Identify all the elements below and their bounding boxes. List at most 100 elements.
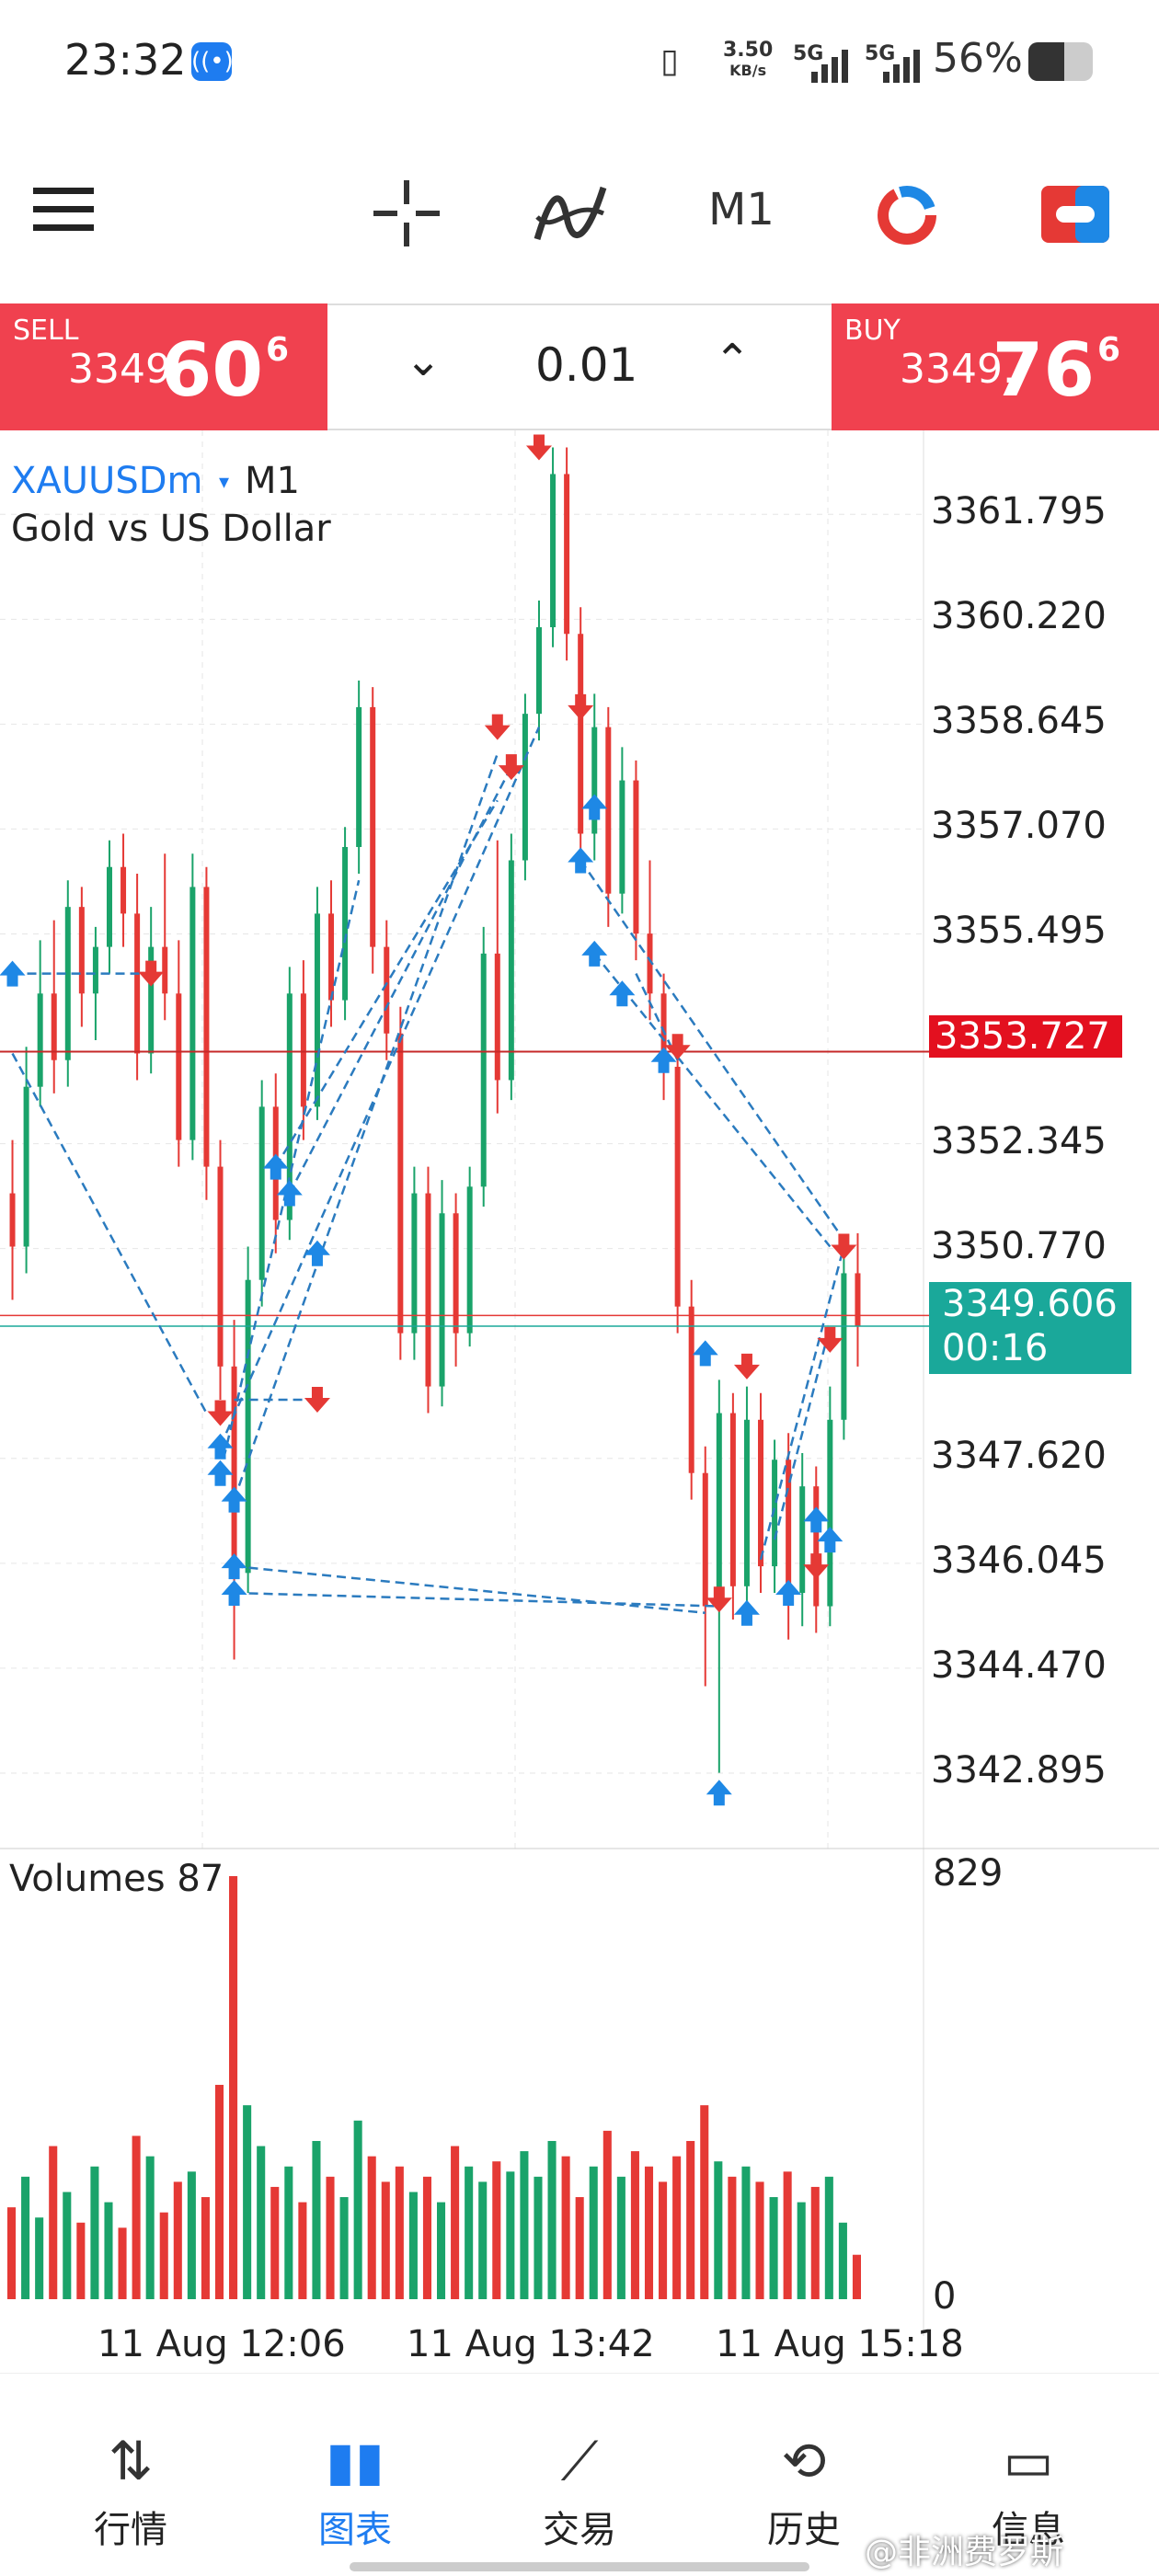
timeframe-button[interactable]: M1: [708, 184, 775, 235]
candle-body: [356, 706, 362, 847]
net-speed-unit: KB/s: [729, 62, 767, 79]
volume-bar: [589, 2166, 598, 2299]
volumes-label: Volumes 87: [9, 1858, 224, 1900]
candle-body: [245, 1279, 251, 1574]
trade-connection-line: [219, 727, 541, 1448]
net-speed-value: 3.50: [723, 39, 774, 62]
volume-bar: [506, 2171, 515, 2299]
status-time: 23:32: [64, 35, 187, 85]
lot-value[interactable]: 0.01: [535, 338, 638, 392]
buy-button[interactable]: BUY 3349. 76 6: [832, 303, 1159, 430]
candle-body: [729, 1413, 736, 1586]
candle-body: [189, 887, 196, 1140]
candle-body: [397, 1033, 404, 1334]
nav-messages[interactable]: ▭ 信息: [955, 2428, 1102, 2553]
volume-bar: [852, 2254, 861, 2299]
buy-arrow-icon: [692, 1340, 718, 1367]
price-tick-label: 3355.495: [931, 910, 1107, 953]
price-tick-label: 3342.895: [931, 1748, 1107, 1792]
candle-body: [647, 933, 653, 994]
trade-connection-line: [773, 1326, 832, 1540]
volume-bar: [686, 2140, 695, 2299]
candle-body: [453, 1213, 459, 1334]
volume-bar: [810, 2186, 820, 2299]
lot-decrease-button[interactable]: ⌄: [405, 335, 442, 386]
nav-quotes[interactable]: ⇅ 行情: [57, 2428, 204, 2553]
price-tick-label: 3347.620: [931, 1434, 1107, 1477]
nav-chart[interactable]: ▮▮ 图表: [281, 2428, 429, 2553]
trade-connection-line: [288, 766, 512, 1195]
chart-icon: ▮▮: [326, 2430, 384, 2492]
sell-arrow-icon: [803, 1553, 830, 1580]
bid-price-label: 3349.606 00:16: [929, 1282, 1131, 1374]
candle-body: [827, 1419, 833, 1607]
candle-body: [384, 946, 390, 1034]
sell-arrow-icon: [831, 1233, 857, 1260]
sell-arrow-icon: [138, 960, 165, 987]
volume-bar: [104, 2202, 113, 2299]
buy-arrow-icon: [304, 1240, 330, 1266]
sell-arrow-icon: [498, 754, 524, 781]
volume-bar: [575, 2197, 584, 2299]
sell-button[interactable]: SELL 3349. 60 6: [0, 303, 327, 430]
candle-body: [342, 846, 349, 1001]
candle-body: [314, 913, 320, 1107]
price-tick-label: 3346.045: [931, 1539, 1107, 1582]
volume-bar: [451, 2146, 460, 2299]
candle-body: [217, 1166, 224, 1367]
status-bar: 23:32 ((•)) ▯ 3.50 KB/s 5G 5G 56%: [0, 0, 1159, 129]
candle-body: [786, 1460, 792, 1594]
nav-label: 图表: [318, 2509, 392, 2551]
volume-bar: [728, 2176, 737, 2299]
candle-body: [106, 866, 112, 947]
nav-history[interactable]: ⟲ 历史: [730, 2428, 878, 2553]
candle-body: [841, 1273, 847, 1420]
messages-icon: ▭: [1003, 2430, 1054, 2492]
nav-label: 交易: [543, 2509, 616, 2551]
candle-body: [439, 1213, 445, 1387]
price-tick-label: 3344.470: [931, 1643, 1107, 1687]
sim1-label: 5G: [793, 42, 824, 65]
buy-arrow-icon: [803, 1506, 830, 1533]
volume-bar: [298, 2202, 307, 2299]
trade-connection-line: [759, 1246, 845, 1561]
indicators-icon[interactable]: [534, 180, 607, 246]
symbol-name[interactable]: XAUUSDm: [11, 460, 203, 502]
candle-body: [508, 860, 514, 1081]
buy-arrow-icon: [817, 1527, 843, 1553]
buy-price-sup: 6: [1096, 331, 1120, 369]
buy-arrow-icon: [0, 960, 26, 987]
candle-body: [591, 727, 598, 834]
sell-arrow-icon: [817, 1326, 843, 1353]
crosshair-icon[interactable]: [372, 178, 442, 248]
bottom-navigation: [0, 2373, 1159, 2576]
menu-icon[interactable]: [33, 184, 94, 235]
volume-bar: [63, 2192, 72, 2299]
candle-body: [203, 887, 210, 1167]
price-chart[interactable]: [0, 430, 1159, 2373]
sell-price-big: 60: [160, 327, 263, 413]
symbol-description: Gold vs US Dollar: [11, 508, 331, 550]
nav-trade[interactable]: ⟋ 交易: [506, 2428, 653, 2553]
volume-bar: [492, 2161, 501, 2299]
volume-bar: [616, 2176, 625, 2299]
candle-body: [64, 907, 71, 1060]
volume-bar: [824, 2176, 833, 2299]
symbol-dropdown-icon[interactable]: ▾: [219, 471, 230, 494]
buy-arrow-icon: [581, 794, 608, 820]
switch-icon[interactable]: [1041, 186, 1109, 243]
volume-bar: [270, 2186, 280, 2299]
nav-label: 历史: [767, 2509, 841, 2551]
home-indicator[interactable]: [350, 2562, 809, 2571]
volume-bar: [118, 2227, 127, 2299]
lot-increase-button[interactable]: ⌃: [714, 335, 752, 386]
price-tick-label: 3350.770: [931, 1224, 1107, 1267]
buy-price-main: 3349.: [900, 346, 1016, 393]
candle-body: [286, 993, 293, 1220]
candle-body: [300, 993, 306, 1107]
candle-body: [564, 474, 570, 635]
trade-connection-line: [274, 799, 499, 1168]
one-click-trading-icon[interactable]: [874, 182, 940, 248]
volume-bar: [465, 2166, 474, 2299]
volume-bar: [838, 2222, 847, 2299]
